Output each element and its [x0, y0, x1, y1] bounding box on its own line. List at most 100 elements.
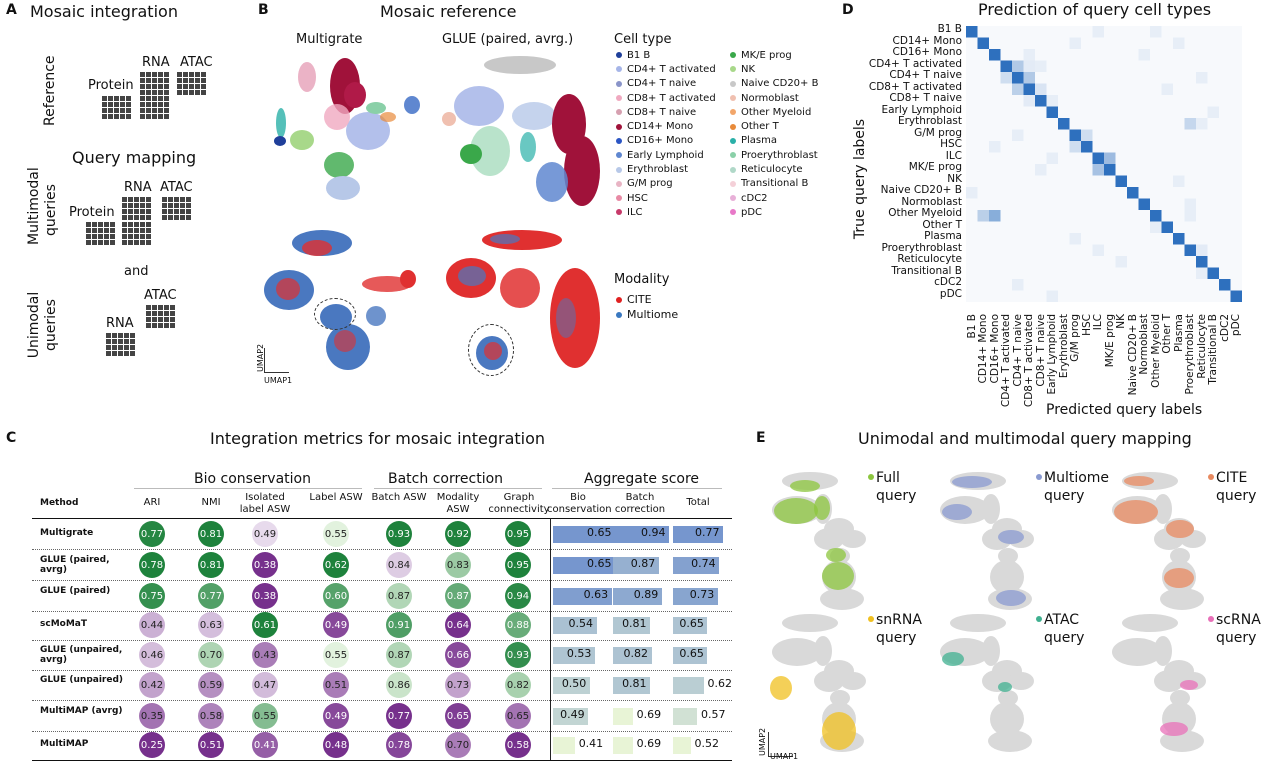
matrix-cell — [126, 108, 131, 113]
heatmap-cell — [1104, 129, 1116, 141]
heatmap-cell — [977, 95, 989, 107]
metric-circle: 0.48 — [323, 732, 349, 758]
query-cells — [770, 676, 792, 700]
heatmap-cell — [989, 244, 1001, 256]
matrix-cell — [86, 234, 91, 239]
metric-circle: 0.64 — [445, 612, 471, 638]
heatmap-cell — [1150, 221, 1162, 233]
legend-item: Naive CD20+ B — [730, 77, 818, 91]
query-cells — [952, 476, 992, 488]
umap1-axis-b: UMAP1 — [264, 376, 293, 385]
legend-label: Naive CD20+ B — [741, 78, 819, 90]
aggregate-bar — [613, 588, 662, 605]
metric-value: 0.78 — [387, 739, 411, 751]
heatmap-cell — [1012, 267, 1024, 279]
heatmap-cell — [1012, 152, 1024, 164]
row-divider — [32, 580, 732, 581]
matrix-cell — [146, 234, 151, 239]
matrix-cell — [201, 84, 206, 89]
metric-circle: 0.38 — [252, 552, 278, 578]
heatmap-cell — [1184, 267, 1196, 279]
metric-circle: 0.70 — [445, 732, 471, 758]
panel-a-title: Mosaic integration — [30, 2, 178, 21]
method-name: MultiMAP — [40, 739, 89, 749]
metric-value: 0.78 — [140, 559, 164, 571]
heatmap-cell — [1115, 164, 1127, 176]
heatmap-cell — [1092, 118, 1104, 130]
query-label: Multiome — [1044, 470, 1110, 486]
metric-circle: 0.41 — [252, 732, 278, 758]
heatmap-cell — [1196, 118, 1208, 130]
heatmap-cell — [1115, 60, 1127, 72]
legend-label: MK/E prog — [741, 49, 792, 61]
matrix-cell — [140, 215, 145, 220]
heatmap-cell — [1184, 290, 1196, 302]
matrix-cell — [122, 240, 127, 245]
aggregate-bar — [613, 526, 669, 543]
matrix-cell — [86, 240, 91, 245]
heatmap-cell — [1161, 221, 1173, 233]
legend-dot — [616, 180, 622, 187]
heatmap-cell — [1230, 175, 1242, 187]
matrix-cell — [140, 102, 145, 107]
metric-value: 0.66 — [446, 649, 470, 661]
heatmap-cell — [1219, 95, 1231, 107]
cluster — [814, 636, 832, 666]
metric-circle: 0.87 — [386, 642, 412, 668]
heatmap-cell — [1058, 198, 1070, 210]
legend-label: Transitional B — [741, 178, 809, 190]
aggregate-value: 0.81 — [622, 677, 647, 690]
heatmap-cell — [1035, 233, 1047, 245]
heatmap-cell — [1012, 37, 1024, 49]
aggregate-value: 0.81 — [622, 617, 647, 630]
heatmap-cell — [977, 152, 989, 164]
metric-value: 0.55 — [324, 528, 348, 540]
heatmap-cell — [1069, 267, 1081, 279]
cluster — [840, 530, 866, 548]
matrix-cell — [164, 72, 169, 77]
heatmap-cell — [1150, 37, 1162, 49]
cluster — [1154, 494, 1172, 524]
heatmap-cell — [1035, 49, 1047, 61]
matrix-cell — [128, 240, 133, 245]
heatmap-cell — [1230, 95, 1242, 107]
heatmap-cell — [966, 221, 978, 233]
heatmap-cell — [1138, 279, 1150, 291]
matrix-cell — [146, 240, 151, 245]
metric-value: 0.77 — [387, 710, 411, 722]
heatmap-cell — [1138, 175, 1150, 187]
heatmap-cell — [1069, 198, 1081, 210]
heatmap-cell — [1173, 95, 1185, 107]
heatmap-cell — [1230, 72, 1242, 84]
group-agg-line — [552, 488, 722, 489]
heatmap-cell — [1138, 152, 1150, 164]
legend-dot — [730, 95, 736, 102]
heatmap-cell — [1127, 152, 1139, 164]
metric-circle: 0.93 — [505, 642, 531, 668]
aggregate-value: 0.62 — [707, 677, 733, 690]
matrix-cell — [120, 108, 125, 113]
legend-label: Other Myeloid — [741, 106, 812, 118]
heatmap-cell — [1196, 83, 1208, 95]
heatmap-cell — [977, 129, 989, 141]
heatmap-cell — [1012, 49, 1024, 61]
cluster — [302, 240, 332, 256]
heatmap-cell — [977, 83, 989, 95]
metric-circle: 0.60 — [323, 583, 349, 609]
metric-circle: 0.84 — [386, 552, 412, 578]
matrix-cell — [177, 90, 182, 95]
cluster — [442, 112, 456, 126]
heatmap-cell — [1000, 210, 1012, 222]
heatmap-cell — [1012, 164, 1024, 176]
heatmap-cell — [966, 290, 978, 302]
heatmap-cell — [1023, 279, 1035, 291]
matrix-cell — [183, 78, 188, 83]
cluster — [536, 162, 568, 202]
cluster — [380, 112, 396, 122]
heatmap-cell — [977, 244, 989, 256]
aggregate-bar — [553, 677, 590, 694]
heatmap-cell — [1150, 106, 1162, 118]
heatmap-ylabel-item: Proerythroblast — [881, 241, 962, 254]
heatmap-cell — [1115, 187, 1127, 199]
ref-atac-label: ATAC — [180, 55, 213, 70]
